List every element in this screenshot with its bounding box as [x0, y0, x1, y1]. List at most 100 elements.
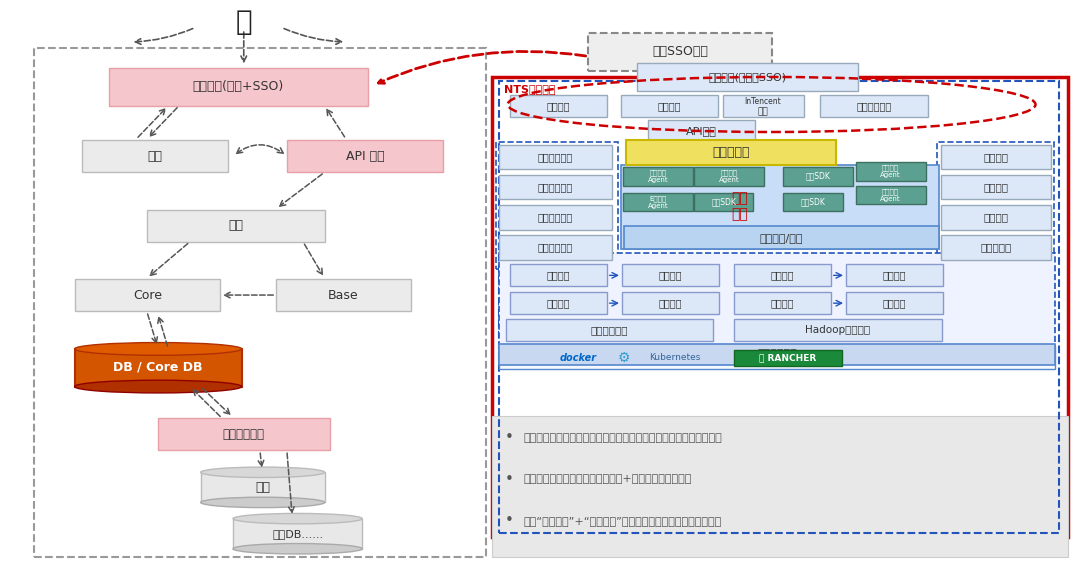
Bar [937, 141, 1054, 269]
Bar [499, 344, 1055, 364]
Bar [941, 175, 1051, 200]
Bar [624, 226, 939, 249]
Bar [734, 320, 942, 342]
Text: 👥: 👥 [235, 8, 252, 36]
Text: 组件市场: 组件市场 [983, 152, 1008, 162]
Text: E控中心
Agent: E控中心 Agent [648, 195, 669, 208]
Text: 通过容器形式，快速复制技术底座+业务能力到生态公司: 通过容器形式，快速复制技术底座+业务能力到生态公司 [524, 474, 692, 484]
Ellipse shape [233, 544, 362, 554]
Ellipse shape [201, 467, 325, 477]
Text: 流程SDK: 流程SDK [800, 197, 825, 206]
Text: 后端: 后端 [228, 219, 243, 232]
Bar [33, 48, 486, 558]
Text: API 网关: API 网关 [346, 150, 384, 163]
Ellipse shape [75, 343, 242, 355]
Text: 配置中心
Agent: 配置中心 Agent [648, 169, 669, 183]
Text: 数据集成平台: 数据集成平台 [591, 325, 629, 335]
Text: 人事前端: 人事前端 [658, 101, 681, 111]
Bar [491, 77, 1068, 537]
Text: Base: Base [328, 289, 359, 302]
Text: •: • [504, 472, 513, 487]
Text: 应用市场: 应用市场 [983, 212, 1008, 222]
Text: Kubernetes: Kubernetes [649, 353, 700, 362]
Text: 🐴 RANCHER: 🐴 RANCHER [759, 353, 816, 362]
Bar [75, 349, 242, 386]
Bar [622, 292, 719, 314]
Ellipse shape [233, 513, 362, 524]
Text: 开发框架/模板: 开发框架/模板 [759, 233, 804, 243]
Bar [622, 264, 719, 286]
Text: 前端: 前端 [147, 150, 162, 163]
Bar [734, 264, 831, 286]
Text: 消息SDK: 消息SDK [712, 197, 737, 206]
Bar [287, 140, 443, 172]
Bar [158, 418, 330, 450]
Text: 日志中心: 日志中心 [771, 298, 794, 308]
Bar [734, 292, 831, 314]
Text: 监控中心: 监控中心 [659, 271, 683, 281]
Text: 财务: 财务 [255, 481, 270, 494]
Text: 配置中心: 配置中心 [659, 298, 683, 308]
Text: 统计中心: 统计中心 [546, 298, 570, 308]
Text: 通知中心: 通知中心 [546, 271, 570, 281]
Bar [510, 292, 607, 314]
Text: 通过“数据总线”+“服务市场”，屏蔽各生态公司的基础环境差异: 通过“数据总线”+“服务市场”，屏蔽各生态公司的基础环境差异 [524, 516, 723, 526]
Text: 业务微服务: 业务微服务 [713, 146, 750, 159]
Bar [637, 63, 858, 91]
Text: 其他前端系统: 其他前端系统 [856, 101, 892, 111]
Bar [783, 193, 842, 211]
Text: 数据集成平台: 数据集成平台 [222, 428, 265, 441]
Bar [276, 279, 410, 311]
Text: Core: Core [133, 289, 162, 302]
Bar [783, 167, 853, 186]
Text: 前端: 前端 [757, 108, 768, 116]
Bar [648, 119, 755, 141]
Bar [621, 95, 718, 117]
Bar [499, 175, 612, 200]
Bar [589, 33, 771, 71]
Text: 数据上报
Agent: 数据上报 Agent [719, 169, 740, 183]
Bar [82, 140, 228, 172]
Text: 技术
套件: 技术 套件 [731, 191, 747, 222]
Text: •: • [504, 513, 513, 528]
Text: 格力SSO平台: 格力SSO平台 [652, 45, 708, 58]
Text: Hadoop计算平台: Hadoop计算平台 [806, 325, 870, 335]
Text: 发布部署门户: 发布部署门户 [538, 212, 573, 222]
Text: 流程中心: 流程中心 [882, 298, 906, 308]
Text: 注册中心: 注册中心 [771, 271, 794, 281]
Bar [626, 140, 836, 165]
Text: API网关: API网关 [686, 126, 717, 136]
Text: 快速开发平台: 快速开发平台 [538, 152, 573, 162]
Bar [505, 320, 714, 342]
Bar [694, 193, 753, 211]
Bar [75, 279, 220, 311]
Text: •: • [504, 430, 513, 445]
Text: docker: docker [559, 353, 596, 363]
Bar [233, 519, 362, 549]
Text: 流量网关(入口、SSO): 流量网关(入口、SSO) [708, 72, 786, 82]
Bar [941, 205, 1051, 230]
Bar [147, 210, 325, 242]
Bar [499, 81, 1059, 533]
Text: 服务市场: 服务市场 [983, 182, 1008, 192]
Text: 流量网关(入口+SSO): 流量网关(入口+SSO) [192, 80, 284, 93]
Ellipse shape [75, 380, 242, 393]
Text: InTencent: InTencent [744, 97, 781, 106]
Text: 基于统一技术中台底座，为生态公司提供相同的技术基础架构、平台: 基于统一技术中台底座，为生态公司提供相同的技术基础架构、平台 [524, 432, 723, 442]
Bar [855, 186, 926, 204]
Text: 招聘前端: 招聘前端 [546, 101, 570, 111]
Text: 私有镜像库: 私有镜像库 [980, 243, 1011, 253]
Text: 监控运维门户: 监控运维门户 [538, 243, 573, 253]
Bar [201, 473, 325, 502]
Text: 运营分析门户: 运营分析门户 [538, 182, 573, 192]
Bar [510, 95, 607, 117]
Bar [499, 205, 612, 230]
Bar [941, 235, 1051, 260]
Text: 服务注册
Agent: 服务注册 Agent [880, 165, 901, 179]
Text: 事件中心: 事件中心 [882, 271, 906, 281]
Bar [623, 193, 693, 211]
Bar [846, 264, 943, 286]
Text: NTS技术底座: NTS技术底座 [504, 84, 556, 94]
Bar [694, 167, 764, 186]
Bar [820, 95, 928, 117]
